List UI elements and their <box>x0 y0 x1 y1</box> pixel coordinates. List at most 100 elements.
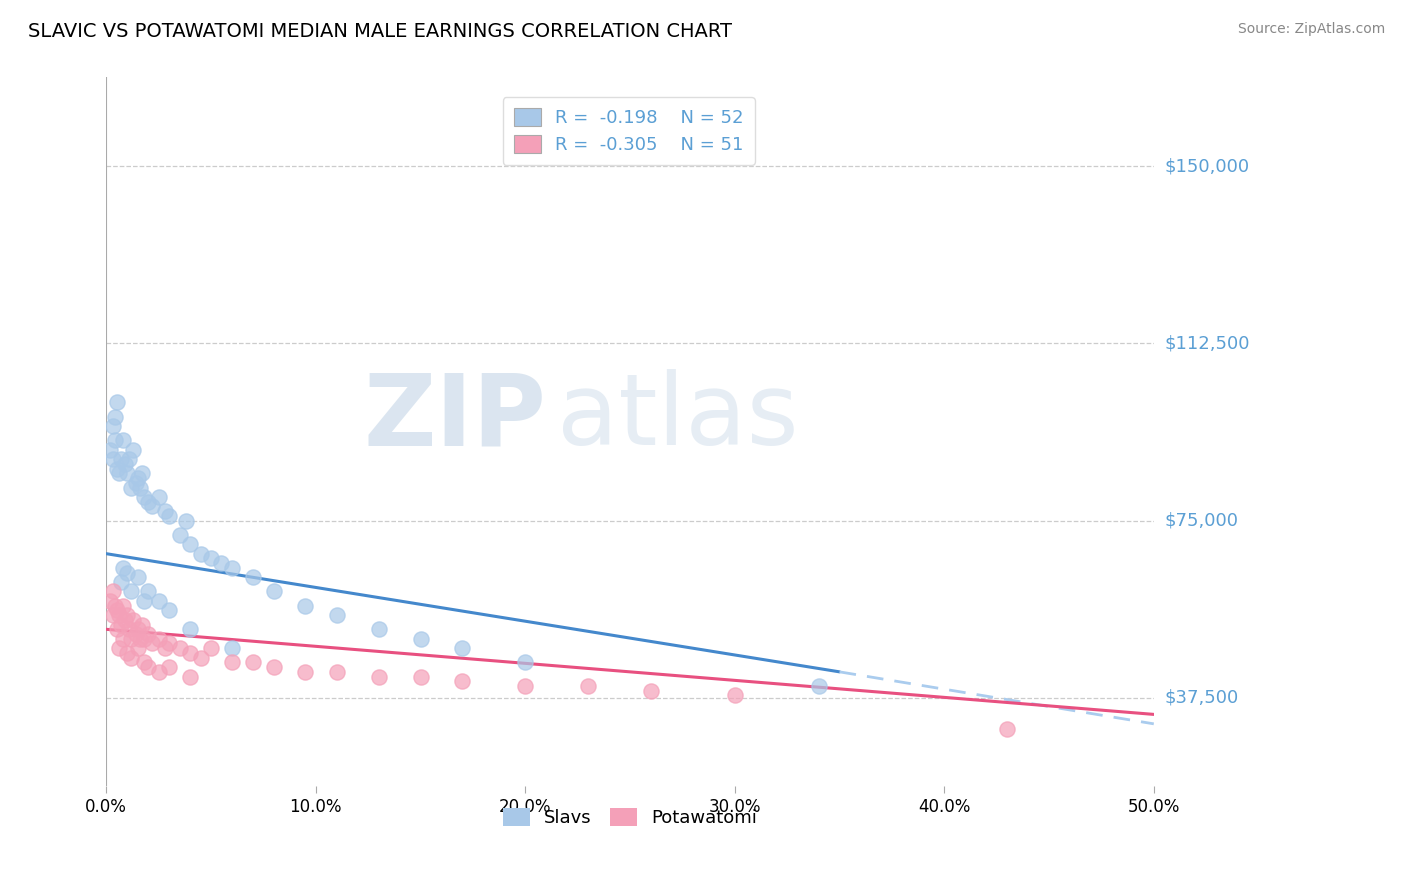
Point <box>211 556 233 570</box>
Point <box>179 646 201 660</box>
Point <box>114 613 136 627</box>
Point <box>101 584 124 599</box>
Point <box>120 650 142 665</box>
Point <box>148 594 170 608</box>
Point <box>263 584 285 599</box>
Point <box>148 490 170 504</box>
Point <box>515 656 537 670</box>
Point <box>153 641 176 656</box>
Point <box>995 722 1018 736</box>
Point <box>127 641 149 656</box>
Text: ZIP: ZIP <box>363 369 546 467</box>
Point <box>122 613 145 627</box>
Text: Source: ZipAtlas.com: Source: ZipAtlas.com <box>1237 22 1385 37</box>
Point <box>127 570 149 584</box>
Text: $37,500: $37,500 <box>1166 689 1239 706</box>
Point <box>221 641 243 656</box>
Point <box>221 656 243 670</box>
Point <box>131 617 153 632</box>
Point <box>179 537 201 551</box>
Point <box>136 584 159 599</box>
Point <box>115 646 138 660</box>
Point <box>141 500 163 514</box>
Point <box>124 475 146 490</box>
Point <box>108 608 131 623</box>
Point <box>157 636 180 650</box>
Point <box>409 632 432 646</box>
Point <box>451 641 474 656</box>
Point <box>115 467 138 481</box>
Point <box>148 665 170 679</box>
Point <box>263 660 285 674</box>
Point <box>221 561 243 575</box>
Point <box>640 683 662 698</box>
Point <box>242 570 264 584</box>
Legend: Slavs, Potawatomi: Slavs, Potawatomi <box>495 800 765 834</box>
Point <box>108 641 131 656</box>
Point <box>325 608 347 623</box>
Point <box>132 490 155 504</box>
Point <box>132 656 155 670</box>
Point <box>115 608 138 623</box>
Text: $75,000: $75,000 <box>1166 512 1239 530</box>
Point <box>120 584 142 599</box>
Point <box>110 452 132 467</box>
Point <box>294 665 316 679</box>
Point <box>409 669 432 683</box>
Point <box>110 575 132 590</box>
Point <box>141 636 163 650</box>
Point <box>136 627 159 641</box>
Point <box>101 608 124 623</box>
Point <box>127 471 149 485</box>
Point <box>104 409 127 424</box>
Point <box>153 504 176 518</box>
Point <box>157 660 180 674</box>
Point <box>128 632 150 646</box>
Point <box>200 551 222 566</box>
Point <box>120 481 142 495</box>
Text: $150,000: $150,000 <box>1166 157 1250 175</box>
Point <box>111 434 134 448</box>
Point <box>104 599 127 613</box>
Point <box>576 679 599 693</box>
Point <box>190 650 212 665</box>
Text: atlas: atlas <box>557 369 799 467</box>
Point <box>174 514 197 528</box>
Point <box>132 632 155 646</box>
Point <box>104 434 127 448</box>
Point <box>242 656 264 670</box>
Point <box>169 528 191 542</box>
Point <box>118 623 141 637</box>
Point <box>169 641 191 656</box>
Point <box>122 442 145 457</box>
Point <box>190 547 212 561</box>
Point <box>101 452 124 467</box>
Point <box>136 494 159 508</box>
Point <box>124 627 146 641</box>
Point <box>100 442 122 457</box>
Point <box>451 674 474 689</box>
Point <box>148 632 170 646</box>
Point <box>157 508 180 523</box>
Point <box>110 617 132 632</box>
Point <box>115 566 138 580</box>
Point <box>200 641 222 656</box>
Point <box>100 594 122 608</box>
Text: SLAVIC VS POTAWATOMI MEDIAN MALE EARNINGS CORRELATION CHART: SLAVIC VS POTAWATOMI MEDIAN MALE EARNING… <box>28 22 733 41</box>
Point <box>724 689 747 703</box>
Point <box>118 452 141 467</box>
Point <box>515 679 537 693</box>
Point <box>807 679 830 693</box>
Point <box>105 603 128 617</box>
Point <box>157 603 180 617</box>
Point <box>111 632 134 646</box>
Point <box>132 594 155 608</box>
Point <box>294 599 316 613</box>
Point <box>105 395 128 409</box>
Point <box>108 467 131 481</box>
Point <box>101 419 124 434</box>
Point <box>105 623 128 637</box>
Point <box>127 623 149 637</box>
Point <box>325 665 347 679</box>
Point <box>179 669 201 683</box>
